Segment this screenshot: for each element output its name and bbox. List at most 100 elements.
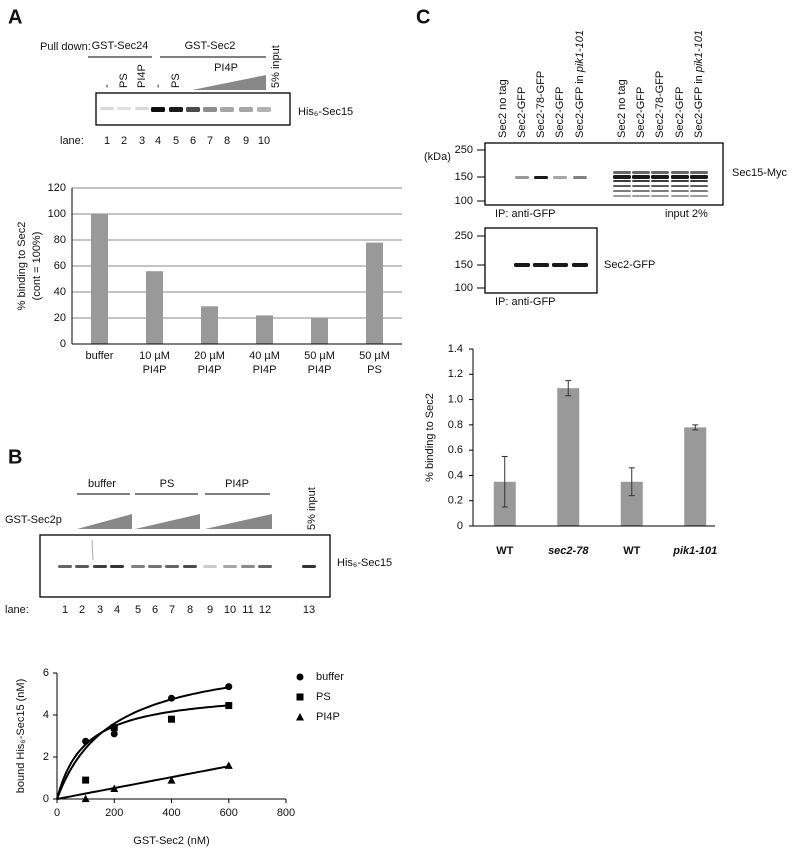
lane-number: 2	[79, 604, 85, 616]
lane-number: 7	[207, 135, 213, 147]
blot-band	[203, 107, 217, 112]
blot-band	[613, 171, 631, 174]
blot-frame	[484, 142, 724, 206]
bar	[620, 481, 643, 526]
blot-band	[671, 195, 689, 197]
blot-band	[613, 180, 631, 182]
titrant-label: GST-Sec2p	[5, 514, 62, 526]
lane-header-part: Sec2-78-GFP	[535, 71, 547, 138]
y-tick-label: 40	[54, 286, 66, 298]
y-axis-label: bound His₆-Sec15 (nM)	[15, 679, 27, 794]
blot-band	[110, 565, 124, 568]
x-tick-label: 0	[54, 807, 60, 819]
smear	[91, 539, 94, 561]
group-label: PS	[160, 478, 175, 490]
lane-header-part: Sec2-GFP	[554, 87, 566, 138]
blot-band	[651, 185, 669, 187]
blot-band	[690, 171, 708, 174]
blot-band	[690, 195, 708, 197]
lane-header: Sec2 no tag	[497, 79, 509, 138]
blot-band	[169, 107, 183, 112]
lane-condition: -	[152, 84, 164, 88]
point	[82, 776, 90, 784]
point	[167, 776, 176, 784]
y-tick-label: 60	[54, 260, 66, 272]
lane-header-part: Sec2-GFP in	[693, 72, 705, 138]
y-tick-label: 0	[43, 793, 49, 805]
blot-band	[258, 565, 272, 568]
bar	[684, 427, 707, 526]
lane-header: Sec2-GFP	[635, 87, 647, 138]
protein-label: His₆-Sec15	[298, 106, 353, 118]
blot-band	[690, 175, 708, 179]
y-tick-label: 20	[54, 312, 66, 324]
blot-band	[651, 190, 669, 192]
lane-number: 8	[187, 604, 193, 616]
blot-band	[690, 185, 708, 187]
legend-label: PI4P	[316, 711, 340, 723]
y-axis-label: % binding to Sec2	[16, 222, 28, 311]
x-tick-label: PI4P	[143, 364, 167, 376]
lane-number: 1	[62, 604, 68, 616]
bar	[146, 271, 163, 344]
blot-band	[671, 171, 689, 174]
x-tick-label: 20 µM	[194, 350, 225, 362]
lane-condition: -	[101, 84, 113, 88]
x-tick-label: PI4P	[253, 364, 277, 376]
lane-condition: PS	[170, 73, 182, 88]
blot-band	[186, 107, 200, 112]
x-tick-label: 10 µM	[139, 350, 170, 362]
blot-band	[613, 185, 631, 187]
point	[168, 715, 175, 723]
protein-label: His₆-Sec15	[337, 557, 392, 569]
blot-band	[151, 107, 165, 112]
y-tick-label: 6	[43, 667, 49, 679]
lane-header: Sec2-78-GFP	[535, 71, 547, 138]
blot-band	[100, 107, 114, 110]
lane-header: Sec2-78-GFP	[654, 71, 666, 138]
blot-band	[239, 107, 253, 112]
y-tick-label: 1.0	[448, 393, 463, 405]
point	[168, 694, 175, 702]
ip-label: IP: anti-GFP	[495, 296, 556, 308]
blot-band	[651, 171, 669, 174]
lane-number: 1	[104, 135, 110, 147]
blot-band	[58, 565, 72, 568]
blot-band	[553, 176, 567, 179]
legend-marker	[296, 693, 304, 701]
y-tick-label: 4	[43, 709, 49, 721]
blot-band	[241, 565, 255, 568]
group-label: PI4P	[225, 478, 249, 490]
lane-condition: PI4P	[136, 64, 148, 88]
lane-number: 3	[97, 604, 103, 616]
lane-condition: PS	[118, 73, 130, 88]
x-tick-label: 50 µM	[304, 350, 335, 362]
y-tick-label: 0.8	[448, 419, 463, 431]
legend-label: PS	[316, 691, 331, 703]
point	[110, 730, 118, 738]
lane-header: Sec2-GFP	[674, 87, 686, 138]
fit-curve	[56, 765, 230, 800]
lane-header: Sec2-GFP	[554, 87, 566, 138]
x-tick-label: 600	[220, 807, 238, 819]
blot-band	[573, 176, 587, 179]
lane-header-part: Sec2-GFP	[674, 87, 686, 138]
blot-band	[203, 565, 217, 568]
protein-label: Sec15-Myc	[732, 167, 788, 179]
input-label: input 2%	[665, 208, 708, 220]
bar	[256, 315, 273, 344]
blot-band	[572, 263, 588, 267]
lane-header: Sec2-GFP	[516, 87, 528, 138]
lane-number: 13	[303, 604, 315, 616]
blot-band	[183, 565, 197, 568]
fit-curve	[56, 704, 229, 800]
lane-header: Sec2-GFP in pik1-101	[693, 30, 705, 138]
blot-band	[651, 195, 669, 197]
x-tick-label: PI4P	[198, 364, 222, 376]
lane-label: lane:	[5, 604, 29, 616]
lane-number: 9	[207, 604, 213, 616]
x-axis-label: GST-Sec2 (nM)	[133, 835, 209, 847]
point	[81, 794, 90, 803]
lane-number: 6	[152, 604, 158, 616]
blot-band	[613, 190, 631, 192]
